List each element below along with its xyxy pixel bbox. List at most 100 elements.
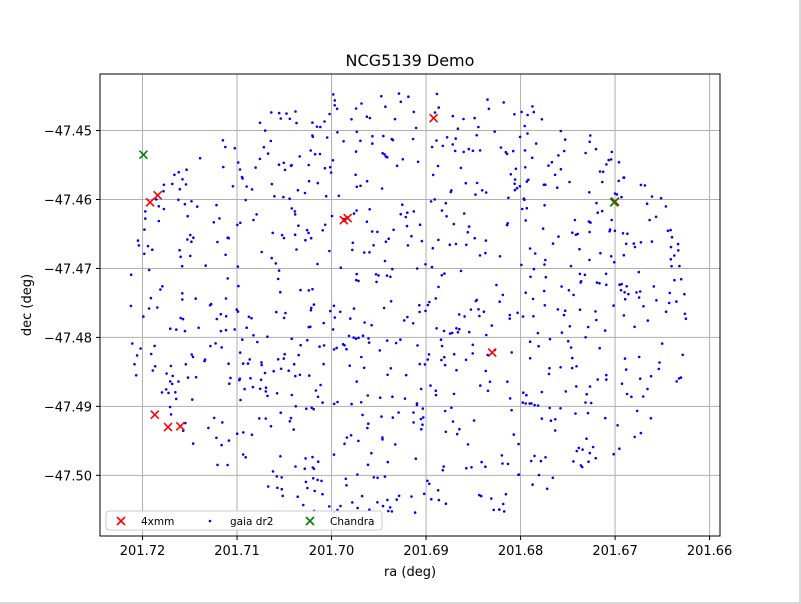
gaia-point	[594, 456, 597, 460]
gaia-point	[657, 367, 661, 371]
gaia-point	[437, 106, 441, 109]
gaia-point	[313, 489, 317, 493]
gaia-point	[523, 198, 526, 202]
gaia-point	[216, 463, 219, 467]
gaia-point	[521, 315, 525, 318]
gaia-point	[437, 285, 440, 289]
gaia-point	[371, 142, 374, 145]
gaia-point	[389, 300, 393, 303]
gaia-point	[296, 188, 300, 192]
gaia-point	[325, 136, 329, 139]
gaia-point	[397, 411, 400, 414]
gaia-point	[613, 192, 617, 195]
gaia-point	[437, 238, 440, 242]
y-tick-label: −47.45	[44, 125, 92, 140]
gaia-point	[450, 406, 453, 410]
gaia-point	[359, 401, 363, 404]
gaia-point	[173, 173, 176, 177]
gaia-point	[283, 352, 287, 356]
gaia-point	[405, 224, 409, 228]
gaia-point	[586, 325, 590, 329]
gaia-point	[505, 152, 509, 156]
gaia-point	[370, 451, 373, 455]
gaia-point	[209, 302, 213, 306]
gaia-point	[591, 445, 595, 449]
gaia-point	[675, 380, 678, 383]
gaia-point	[266, 335, 269, 339]
gaia-point	[362, 251, 366, 254]
gaia-point	[303, 467, 307, 471]
gaia-point	[180, 264, 184, 268]
gaia-point	[544, 456, 547, 459]
gaia-point	[137, 244, 141, 247]
gaia-point	[282, 161, 286, 165]
gaia-point	[250, 188, 254, 191]
gaia-point	[311, 134, 314, 137]
gaia-point	[385, 339, 389, 342]
gaia-point	[351, 248, 354, 252]
gaia-point	[622, 253, 626, 257]
gaia-point	[595, 281, 599, 284]
gaia-point	[129, 273, 133, 277]
y-tick-label: −47.47	[44, 262, 92, 277]
gaia-point	[560, 331, 564, 334]
gaia-point	[444, 502, 448, 506]
gaia-point	[617, 179, 620, 183]
gaia-point	[452, 352, 456, 356]
gaia-point	[530, 156, 534, 160]
gaia-point	[579, 281, 582, 284]
gaia-point	[419, 387, 423, 391]
gaia-point	[448, 243, 452, 246]
gaia-point	[622, 176, 626, 179]
gaia-point	[528, 340, 532, 344]
gaia-point	[332, 348, 336, 351]
gaia-point	[642, 305, 645, 308]
y-axis-label: dec (deg)	[20, 274, 35, 336]
gaia-point	[323, 223, 327, 227]
gaia-point	[429, 384, 432, 387]
gaia-point	[195, 205, 199, 208]
gaia-point	[639, 241, 643, 244]
gaia-point	[171, 182, 174, 186]
gaia-point	[444, 430, 448, 434]
gaia-point	[482, 310, 486, 314]
gaia-point	[437, 498, 441, 502]
gaia-point	[365, 115, 369, 118]
gaia-point	[290, 207, 294, 210]
gaia-point	[480, 189, 484, 192]
gaia-point	[404, 373, 408, 377]
gaia-point	[304, 457, 307, 460]
gaia-point	[144, 217, 147, 220]
gaia-point	[316, 395, 320, 399]
gaia-point	[279, 290, 282, 294]
gaia-point	[367, 422, 370, 426]
gaia-point	[329, 171, 333, 174]
gaia-point	[637, 296, 641, 299]
gaia-point	[433, 198, 437, 201]
gaia-point	[404, 215, 408, 219]
gaia-point	[529, 459, 533, 463]
gaia-point	[393, 117, 397, 121]
gaia-point	[525, 393, 528, 397]
gaia-point	[587, 220, 591, 223]
gaia-dr2-points	[129, 92, 688, 514]
gaia-point	[455, 327, 458, 330]
gaia-point	[297, 224, 300, 227]
gaia-point	[374, 273, 378, 276]
gaia-point	[452, 222, 456, 226]
gaia-point	[168, 380, 172, 383]
gaia-point	[380, 94, 383, 98]
gaia-point	[272, 369, 276, 373]
gaia-point	[609, 254, 613, 258]
gaia-point	[441, 144, 445, 148]
gaia-point	[637, 270, 641, 274]
gaia-point	[239, 398, 242, 402]
gaia-point	[279, 117, 283, 120]
gaia-point	[236, 161, 240, 164]
gaia-point	[357, 279, 360, 283]
gaia-point	[162, 207, 166, 211]
gaia-point	[281, 494, 285, 498]
gaia-point	[479, 494, 483, 498]
gaia-point	[683, 312, 687, 316]
gaia-point	[255, 340, 259, 344]
